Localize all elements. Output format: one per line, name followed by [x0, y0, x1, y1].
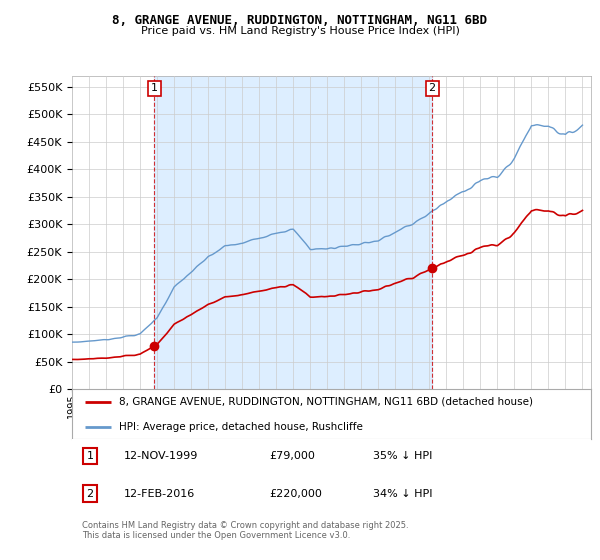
Text: HPI: Average price, detached house, Rushcliffe: HPI: Average price, detached house, Rush…	[119, 422, 362, 432]
Text: 8, GRANGE AVENUE, RUDDINGTON, NOTTINGHAM, NG11 6BD: 8, GRANGE AVENUE, RUDDINGTON, NOTTINGHAM…	[113, 14, 487, 27]
8, GRANGE AVENUE, RUDDINGTON, NOTTINGHAM, NG11 6BD (detached house)	[84, 356, 91, 362]
HPI: Average price, detached house, Rushcliffe: (2e+03, 8.55e+04): Average price, detached house, Rushcliff…	[71, 339, 79, 346]
Text: 12-FEB-2016: 12-FEB-2016	[124, 488, 195, 498]
Text: 12-NOV-1999: 12-NOV-1999	[124, 451, 198, 461]
HPI: Average price, detached house, Rushcliffe: (2e+03, 8.55e+04): Average price, detached house, Rushcliff…	[68, 339, 76, 346]
Text: Price paid vs. HM Land Registry's House Price Index (HPI): Price paid vs. HM Land Registry's House …	[140, 26, 460, 36]
Text: 35% ↓ HPI: 35% ↓ HPI	[373, 451, 433, 461]
8, GRANGE AVENUE, RUDDINGTON, NOTTINGHAM, NG11 6BD (detached house)	[361, 287, 368, 294]
HPI: Average price, detached house, Rushcliffe: (2e+03, 8.73e+04): Average price, detached house, Rushcliff…	[84, 338, 91, 344]
HPI: Average price, detached house, Rushcliffe: (2.01e+03, 2.73e+05): Average price, detached house, Rushcliff…	[377, 236, 385, 242]
Line: 8, GRANGE AVENUE, RUDDINGTON, NOTTINGHAM, NG11 6BD (detached house): 8, GRANGE AVENUE, RUDDINGTON, NOTTINGHAM…	[72, 209, 583, 360]
Text: 1: 1	[151, 83, 158, 94]
8, GRANGE AVENUE, RUDDINGTON, NOTTINGHAM, NG11 6BD (detached house)	[68, 356, 76, 363]
Text: 2: 2	[86, 488, 94, 498]
Text: 8, GRANGE AVENUE, RUDDINGTON, NOTTINGHAM, NG11 6BD (detached house): 8, GRANGE AVENUE, RUDDINGTON, NOTTINGHAM…	[119, 396, 533, 407]
Text: 1: 1	[86, 451, 94, 461]
Text: 34% ↓ HPI: 34% ↓ HPI	[373, 488, 433, 498]
HPI: Average price, detached house, Rushcliffe: (2e+03, 1.66e+05): Average price, detached house, Rushcliff…	[165, 295, 172, 301]
HPI: Average price, detached house, Rushcliffe: (2.01e+03, 2.82e+05): Average price, detached house, Rushcliff…	[389, 231, 396, 237]
HPI: Average price, detached house, Rushcliffe: (2.02e+03, 4.46e+05): Average price, detached house, Rushcliff…	[518, 141, 525, 147]
8, GRANGE AVENUE, RUDDINGTON, NOTTINGHAM, NG11 6BD (detached house)	[518, 220, 525, 226]
8, GRANGE AVENUE, RUDDINGTON, NOTTINGHAM, NG11 6BD (detached house)	[533, 206, 541, 213]
8, GRANGE AVENUE, RUDDINGTON, NOTTINGHAM, NG11 6BD (detached house)	[377, 285, 385, 292]
8, GRANGE AVENUE, RUDDINGTON, NOTTINGHAM, NG11 6BD (detached house)	[389, 281, 396, 288]
Text: Contains HM Land Registry data © Crown copyright and database right 2025.
This d: Contains HM Land Registry data © Crown c…	[82, 521, 409, 540]
Bar	[154, 76, 432, 389]
8, GRANGE AVENUE, RUDDINGTON, NOTTINGHAM, NG11 6BD (detached house)	[165, 328, 172, 335]
Text: £220,000: £220,000	[269, 488, 322, 498]
HPI: Average price, detached house, Rushcliffe: (2.02e+03, 4.8e+05): Average price, detached house, Rushcliff…	[579, 122, 586, 128]
8, GRANGE AVENUE, RUDDINGTON, NOTTINGHAM, NG11 6BD (detached house)	[579, 207, 586, 214]
HPI: Average price, detached house, Rushcliffe: (2.01e+03, 2.67e+05): Average price, detached house, Rushcliff…	[361, 239, 368, 246]
Text: £79,000: £79,000	[269, 451, 315, 461]
HPI: Average price, detached house, Rushcliffe: (2.02e+03, 4.81e+05): Average price, detached house, Rushcliff…	[533, 122, 541, 128]
8, GRANGE AVENUE, RUDDINGTON, NOTTINGHAM, NG11 6BD (detached house)	[73, 356, 80, 363]
Text: 2: 2	[428, 83, 436, 94]
Line: HPI: Average price, detached house, Rushcliffe: HPI: Average price, detached house, Rush…	[72, 125, 583, 342]
